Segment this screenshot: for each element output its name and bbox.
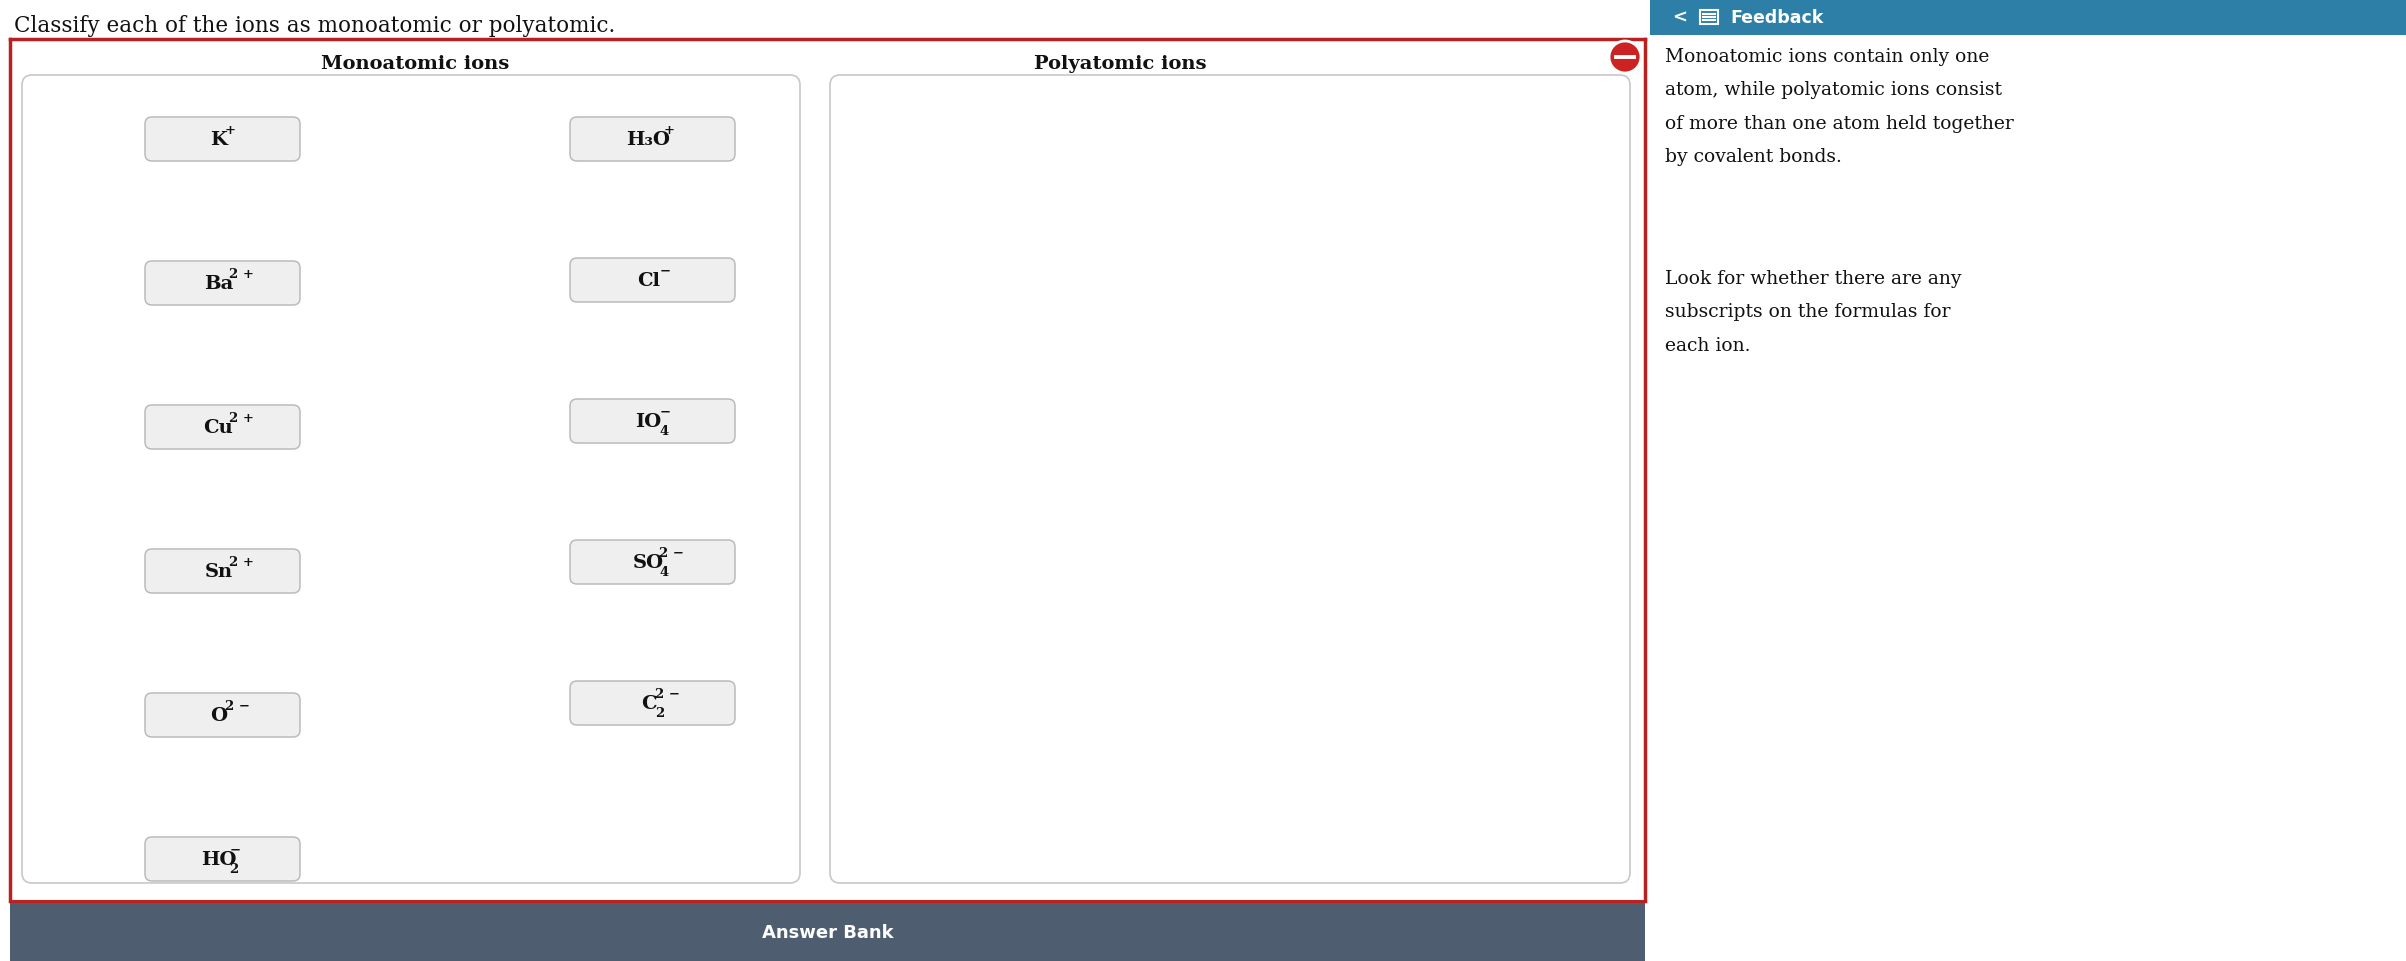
Text: Monoatomic ions: Monoatomic ions <box>320 55 510 73</box>
Text: Cu: Cu <box>205 419 233 436</box>
Text: <: < <box>1672 9 1687 27</box>
FancyBboxPatch shape <box>144 693 301 737</box>
Text: 2 −: 2 − <box>654 687 681 701</box>
FancyBboxPatch shape <box>830 76 1629 883</box>
Text: −: − <box>659 264 671 278</box>
Text: +: + <box>224 124 236 136</box>
FancyBboxPatch shape <box>144 261 301 306</box>
Circle shape <box>1610 42 1641 74</box>
Text: 2: 2 <box>654 706 664 720</box>
Text: H₃O: H₃O <box>626 131 671 149</box>
Text: 4: 4 <box>659 425 669 437</box>
Text: Monoatomic ions contain only one
atom, while polyatomic ions consist
of more tha: Monoatomic ions contain only one atom, w… <box>1665 48 2014 166</box>
FancyBboxPatch shape <box>570 118 734 161</box>
Text: IO: IO <box>635 412 662 431</box>
Text: 2 +: 2 + <box>229 267 255 281</box>
Text: Look for whether there are any
subscripts on the formulas for
each ion.: Look for whether there are any subscript… <box>1665 270 1961 355</box>
Text: SO: SO <box>633 554 664 572</box>
FancyBboxPatch shape <box>144 118 301 161</box>
FancyBboxPatch shape <box>570 400 734 444</box>
FancyBboxPatch shape <box>144 550 301 593</box>
Text: HO: HO <box>200 850 236 868</box>
FancyBboxPatch shape <box>144 406 301 450</box>
Text: 2 −: 2 − <box>659 546 683 559</box>
Text: 4: 4 <box>659 566 669 579</box>
Text: 2 +: 2 + <box>229 411 255 425</box>
Text: Sn: Sn <box>205 562 233 580</box>
Text: −: − <box>229 843 241 856</box>
Bar <box>10 903 1646 961</box>
Text: K: K <box>209 131 226 149</box>
Text: O: O <box>209 706 226 725</box>
Text: Polyatomic ions: Polyatomic ions <box>1035 55 1205 73</box>
Text: +: + <box>664 124 674 136</box>
Bar <box>1651 0 2406 36</box>
Text: 2: 2 <box>229 862 238 875</box>
FancyBboxPatch shape <box>22 76 801 883</box>
Text: C: C <box>640 694 657 712</box>
Text: −: − <box>659 406 671 418</box>
FancyBboxPatch shape <box>144 837 301 881</box>
Text: Ba: Ba <box>205 275 233 293</box>
Text: Classify each of the ions as monoatomic or polyatomic.: Classify each of the ions as monoatomic … <box>14 15 616 37</box>
Text: Cl: Cl <box>638 272 659 289</box>
FancyBboxPatch shape <box>570 681 734 726</box>
FancyBboxPatch shape <box>570 259 734 303</box>
Text: 2 −: 2 − <box>224 699 250 712</box>
Bar <box>1701 11 1718 25</box>
Text: Feedback: Feedback <box>1730 9 1824 27</box>
Text: 2 +: 2 + <box>229 555 255 568</box>
Text: Answer Bank: Answer Bank <box>763 923 893 941</box>
FancyBboxPatch shape <box>570 540 734 584</box>
